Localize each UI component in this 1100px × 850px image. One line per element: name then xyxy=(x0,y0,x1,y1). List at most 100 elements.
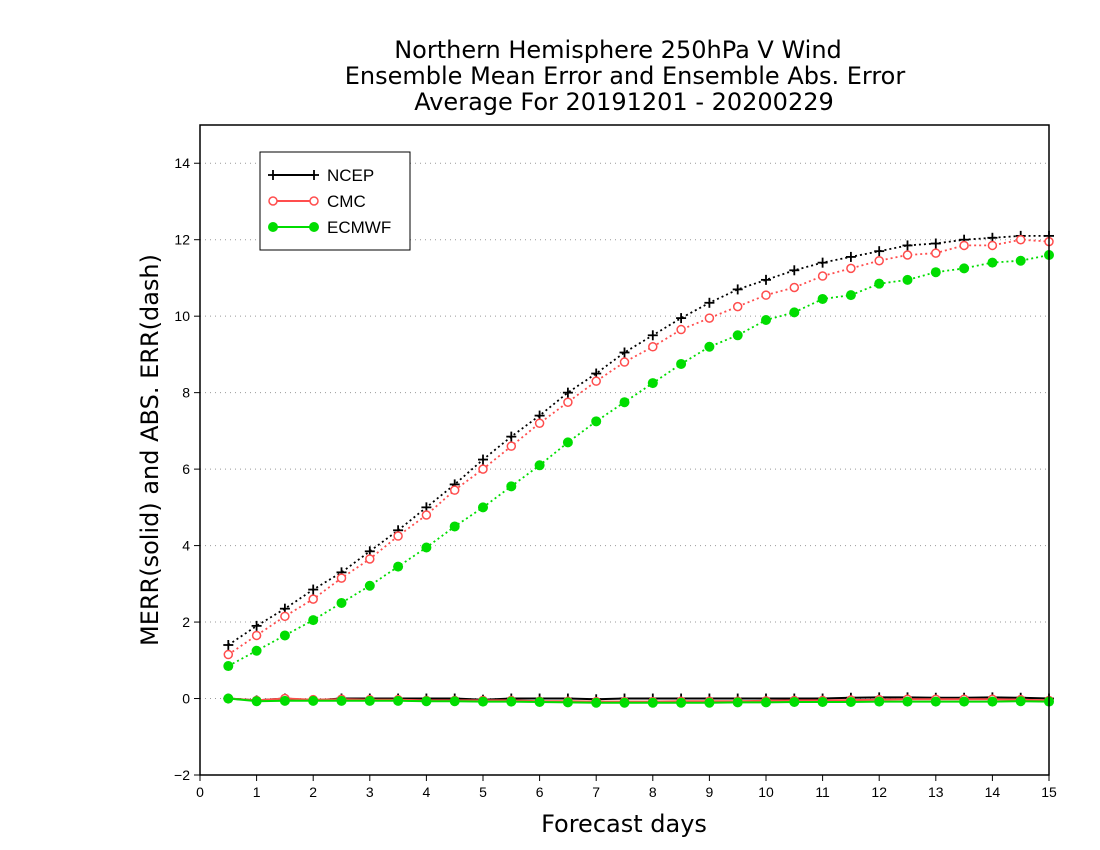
series-ncep xyxy=(223,230,1054,706)
y-tick-label: 10 xyxy=(174,308,190,324)
abs-error-point-ecmwf xyxy=(562,437,573,448)
abs-error-point-ecmwf xyxy=(591,416,602,427)
mean-error-point-ecmwf xyxy=(562,697,573,708)
abs-error-point-cmc xyxy=(534,418,545,428)
mean-error-point-ecmwf xyxy=(251,696,262,707)
abs-error-point-ncep xyxy=(817,257,828,268)
abs-error-point-ncep xyxy=(223,640,234,650)
x-tick-label: 13 xyxy=(928,784,944,800)
x-tick-label: 4 xyxy=(423,784,431,800)
abs-error-point-ncep xyxy=(845,251,856,262)
mean-error-point-ecmwf xyxy=(478,696,488,707)
mean-error-point-ecmwf xyxy=(279,695,290,706)
abs-error-point-ecmwf xyxy=(789,307,800,318)
mean-error-point-ecmwf xyxy=(421,696,432,707)
mean-error-point-ecmwf xyxy=(1015,696,1026,707)
abs-error-point-ncep xyxy=(478,454,488,465)
x-tick-label: 1 xyxy=(253,784,261,800)
mean-error-point-ecmwf xyxy=(789,696,800,707)
abs-error-point-ncep xyxy=(704,297,715,308)
legend-label-ncep: NCEP xyxy=(327,166,374,185)
abs-error-point-ecmwf xyxy=(393,561,404,572)
y-tick-label: 2 xyxy=(182,614,190,630)
x-tick-label: 7 xyxy=(592,784,600,800)
abs-error-point-cmc xyxy=(336,573,347,583)
abs-error-point-cmc xyxy=(959,240,969,251)
abs-error-point-ecmwf xyxy=(704,341,715,352)
abs-error-point-cmc xyxy=(591,376,601,386)
abs-error-point-ncep xyxy=(562,387,573,398)
mean-error-point-ecmwf xyxy=(308,695,319,706)
abs-error-point-cmc xyxy=(563,397,573,407)
x-tick-label: 14 xyxy=(985,784,1001,800)
mean-error-point-ecmwf xyxy=(959,696,970,707)
abs-error-point-cmc xyxy=(648,342,658,352)
mean-error-point-ecmwf xyxy=(761,697,771,708)
mean-error-point-ecmwf xyxy=(732,697,743,708)
legend: NCEP CMC ECMWF xyxy=(259,151,411,251)
abs-error-point-ncep xyxy=(647,330,658,341)
series-layer xyxy=(223,230,1054,708)
abs-error-point-cmc xyxy=(676,324,686,335)
mean-error-point-ecmwf xyxy=(336,695,347,706)
y-axis-title: MERR(solid) and ABS. ERR(dash) xyxy=(136,254,164,646)
abs-error-point-ecmwf xyxy=(223,661,234,672)
legend-item-cmc: CMC xyxy=(268,192,366,211)
abs-error-point-ncep xyxy=(789,265,800,276)
abs-error-point-cmc xyxy=(393,531,403,541)
legend-marker-ecmwf xyxy=(309,222,319,232)
x-tick-label: 10 xyxy=(758,784,774,800)
abs-error-line-ncep xyxy=(227,234,1049,646)
abs-error-point-cmc xyxy=(223,649,234,660)
mean-error-point-ecmwf xyxy=(647,697,658,708)
abs-error-point-cmc xyxy=(1015,234,1026,245)
abs-error-point-cmc xyxy=(817,271,828,281)
chart-title-line-1: Northern Hemisphere 250hPa V Wind xyxy=(394,36,842,64)
x-tick-label: 6 xyxy=(536,784,544,800)
abs-error-point-ecmwf xyxy=(732,330,743,341)
abs-error-line-cmc xyxy=(227,238,1050,656)
plot-frame xyxy=(199,124,1050,776)
mean-error-point-ecmwf xyxy=(817,696,828,707)
abs-error-point-ncep xyxy=(251,620,262,631)
y-tick-label: 4 xyxy=(182,538,190,554)
abs-error-point-ecmwf xyxy=(1015,255,1026,266)
mean-error-point-ecmwf xyxy=(987,696,998,707)
legend-label-cmc: CMC xyxy=(327,192,366,211)
chart-title: Northern Hemisphere 250hPa V Wind Ensemb… xyxy=(345,36,906,116)
abs-error-point-ecmwf xyxy=(506,481,517,492)
y-tick-label: 12 xyxy=(174,232,190,248)
y-tick-label: 0 xyxy=(182,691,190,707)
abs-error-point-cmc xyxy=(421,510,432,520)
y-tick-label: −2 xyxy=(174,767,190,783)
abs-error-point-cmc xyxy=(732,301,743,312)
mean-error-point-ecmwf xyxy=(874,696,885,707)
series-ecmwf xyxy=(223,250,1054,708)
abs-error-point-cmc xyxy=(478,464,488,474)
abs-error-point-ncep xyxy=(308,584,319,595)
abs-error-point-ecmwf xyxy=(902,274,913,285)
x-tick-label: 3 xyxy=(366,784,374,800)
mean-error-point-ecmwf xyxy=(364,695,375,706)
abs-error-point-ecmwf xyxy=(676,358,687,369)
mean-error-point-ecmwf xyxy=(619,697,630,708)
mean-error-point-ecmwf xyxy=(506,696,517,707)
legend-marker-ecmwf xyxy=(268,222,278,232)
abs-error-point-ecmwf xyxy=(845,290,856,301)
abs-error-point-ecmwf xyxy=(251,645,262,656)
abs-error-point-ecmwf xyxy=(478,502,488,513)
legend-marker-cmc xyxy=(268,196,278,206)
x-tick-label: 11 xyxy=(815,784,830,800)
abs-error-point-ecmwf xyxy=(874,278,885,289)
legend-marker-ncep xyxy=(268,170,278,180)
abs-error-point-ecmwf xyxy=(421,542,432,553)
abs-error-point-cmc xyxy=(902,250,913,260)
abs-error-point-cmc xyxy=(704,313,715,323)
abs-error-point-cmc xyxy=(506,441,517,451)
x-tick-label: 0 xyxy=(196,784,204,800)
legend-marker-cmc xyxy=(309,196,319,206)
abs-error-point-cmc xyxy=(280,611,290,622)
abs-error-point-cmc xyxy=(987,240,998,251)
abs-error-point-ecmwf xyxy=(647,378,658,389)
abs-error-point-cmc xyxy=(931,248,941,258)
